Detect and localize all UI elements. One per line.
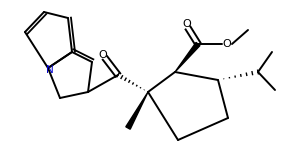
Polygon shape: [126, 92, 148, 129]
Text: N: N: [46, 65, 54, 75]
Text: O: O: [223, 39, 231, 49]
Polygon shape: [175, 42, 200, 72]
Text: O: O: [183, 19, 191, 29]
Text: O: O: [99, 50, 107, 60]
